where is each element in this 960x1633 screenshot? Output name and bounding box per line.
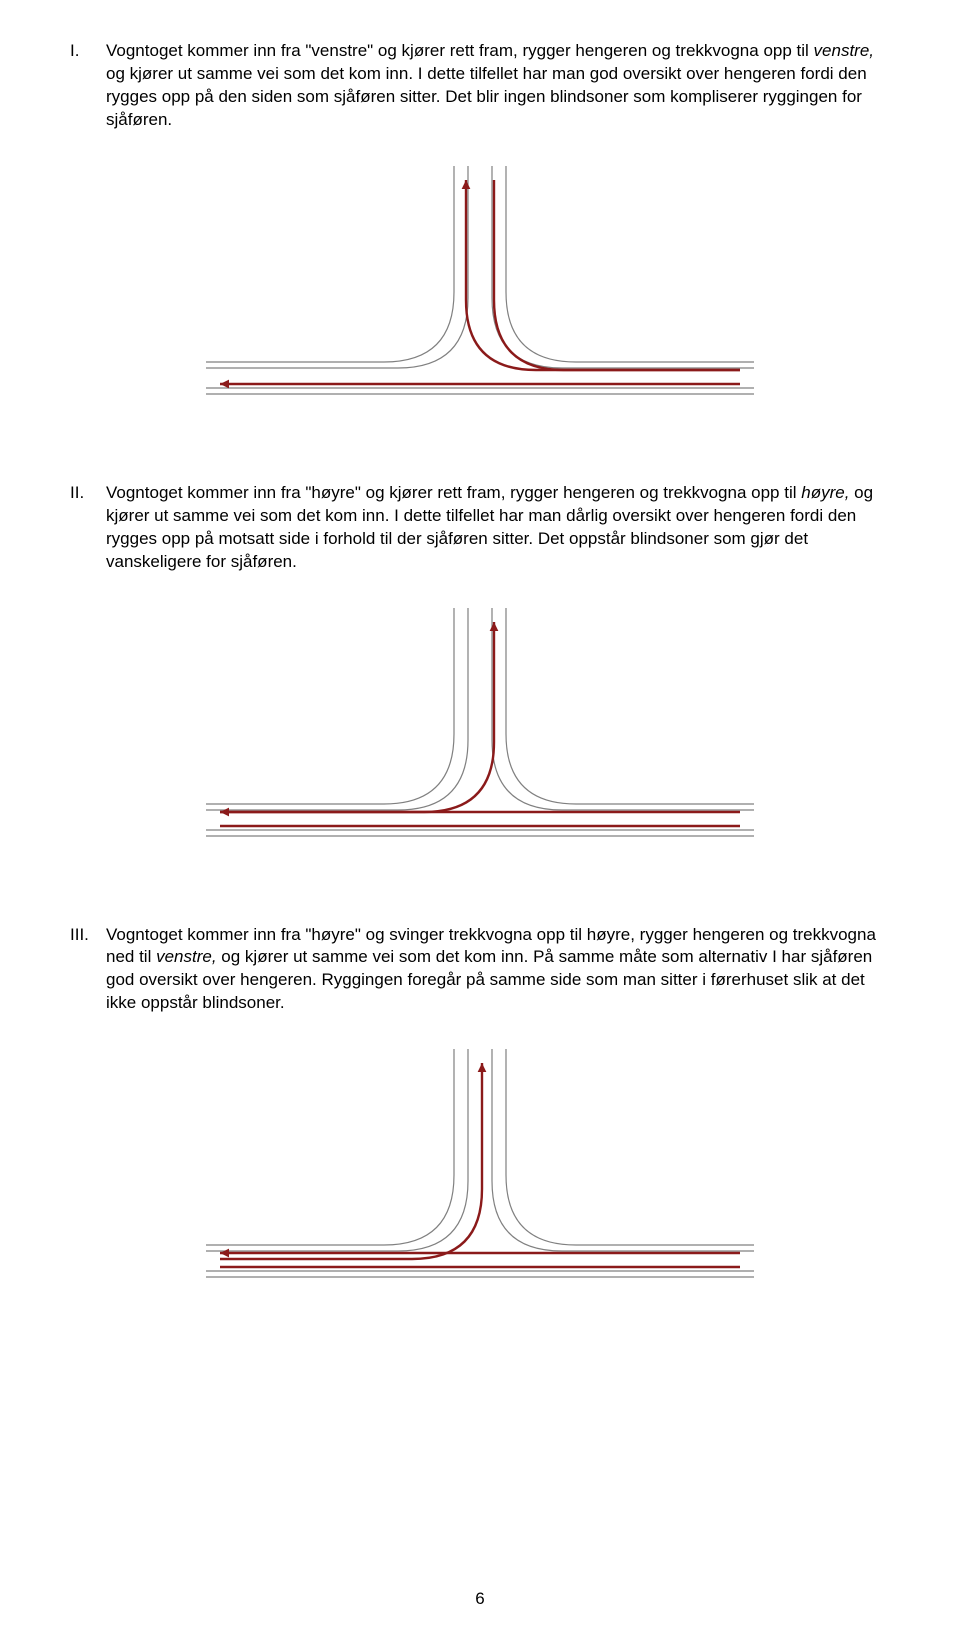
junction-diagram: [200, 604, 760, 864]
page-number: 6: [0, 1589, 960, 1609]
item-numeral: III.: [70, 924, 106, 1016]
diagram-2: [70, 604, 890, 864]
item-numeral: II.: [70, 482, 106, 574]
item-numeral: I.: [70, 40, 106, 132]
item-text: Vogntoget kommer inn fra "høyre" og kjør…: [106, 482, 890, 574]
item-text: Vogntoget kommer inn fra "venstre" og kj…: [106, 40, 890, 132]
list-item-1: I. Vogntoget kommer inn fra "venstre" og…: [70, 40, 890, 132]
diagram-1: [70, 162, 890, 422]
junction-diagram: [200, 1045, 760, 1305]
list-item-3: III. Vogntoget kommer inn fra "høyre" og…: [70, 924, 890, 1016]
item-text: Vogntoget kommer inn fra "høyre" og svin…: [106, 924, 890, 1016]
junction-diagram: [200, 162, 760, 422]
list-item-2: II. Vogntoget kommer inn fra "høyre" og …: [70, 482, 890, 574]
diagram-3: [70, 1045, 890, 1305]
